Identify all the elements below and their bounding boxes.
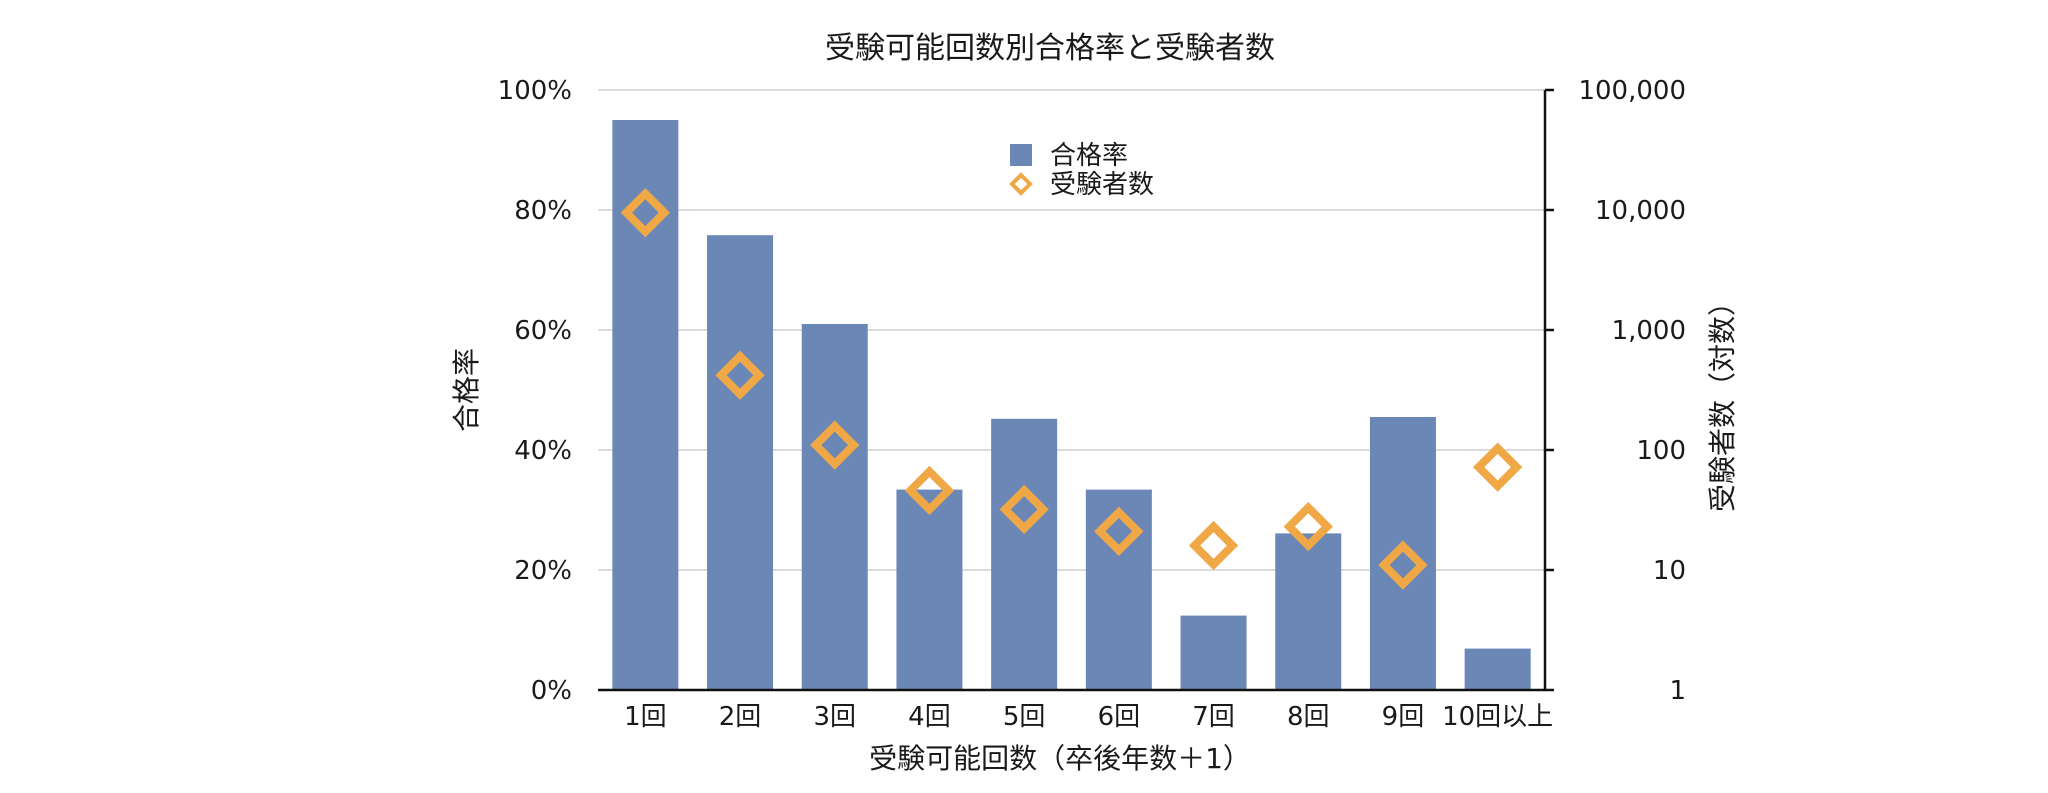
marker-point (904, 465, 955, 516)
y-left-tick-label: 0% (531, 676, 572, 706)
left-axis-ticks: 0% 20% 40% 60% 80% 100% (498, 76, 572, 706)
x-axis-ticks: 1回 2回 3回 4回 5回 6回 7回 8回 9回 10回以上 (624, 702, 1553, 732)
y-right-tick-label: 1,000 (1612, 316, 1686, 346)
bar (896, 489, 963, 690)
legend-label-bar: 合格率 (1050, 141, 1128, 171)
marker-point (1472, 442, 1523, 492)
y-axis-left-label: 合格率 (450, 348, 483, 432)
bar (612, 120, 679, 690)
x-tick-label: 4回 (908, 702, 951, 732)
x-tick-label: 6回 (1098, 702, 1141, 732)
marker-point (1283, 501, 1333, 552)
marker-point (810, 420, 860, 470)
y-left-tick-label: 80% (514, 196, 572, 226)
marker-point (999, 484, 1049, 535)
bar (991, 418, 1058, 690)
x-tick-label: 1回 (624, 702, 667, 732)
legend-swatch-marker (1009, 172, 1033, 196)
chart-title: 受験可能回数別合格率と受験者数 (825, 31, 1275, 66)
marker-point (1378, 540, 1428, 590)
y-right-tick-label: 10,000 (1595, 196, 1686, 226)
x-tick-label: 9回 (1382, 702, 1425, 732)
legend-swatch-bar (1010, 144, 1032, 166)
bar (1275, 533, 1342, 690)
legend-label-marker: 受験者数 (1050, 170, 1154, 200)
y-left-tick-label: 20% (514, 556, 572, 586)
x-tick-label: 7回 (1192, 702, 1235, 732)
y-left-tick-label: 100% (498, 76, 572, 106)
y-left-tick-label: 40% (514, 436, 572, 466)
bar (1180, 615, 1247, 690)
x-tick-label: 3回 (813, 702, 856, 732)
bar (1369, 417, 1436, 690)
bar (1085, 489, 1152, 690)
marker-point (715, 350, 765, 400)
marker-point (1094, 506, 1144, 556)
y-right-tick-label: 100,000 (1578, 76, 1686, 106)
x-tick-label: 8回 (1287, 702, 1330, 732)
y-right-tick-label: 1 (1669, 676, 1686, 706)
marker-point (1188, 520, 1239, 571)
marker-series (620, 188, 1523, 590)
y-axis-right-label: 受験者数（対数） (1706, 288, 1739, 512)
right-axis-ticks: 1 10 100 1,000 10,000 100,000 (1545, 76, 1686, 706)
bar-series (612, 120, 1531, 690)
legend: 合格率 受験者数 (1009, 141, 1154, 200)
bar (1464, 648, 1531, 690)
bar (801, 324, 868, 690)
x-axis-label: 受験可能回数（卒後年数＋1） (869, 742, 1251, 775)
y-right-tick-label: 10 (1653, 556, 1686, 586)
x-tick-label: 5回 (1003, 702, 1046, 732)
bar (707, 235, 774, 690)
x-tick-label: 2回 (719, 702, 762, 732)
marker-point (620, 188, 671, 238)
x-tick-label: 10回以上 (1442, 702, 1553, 732)
y-left-tick-label: 60% (514, 316, 572, 346)
y-right-tick-label: 100 (1636, 436, 1686, 466)
